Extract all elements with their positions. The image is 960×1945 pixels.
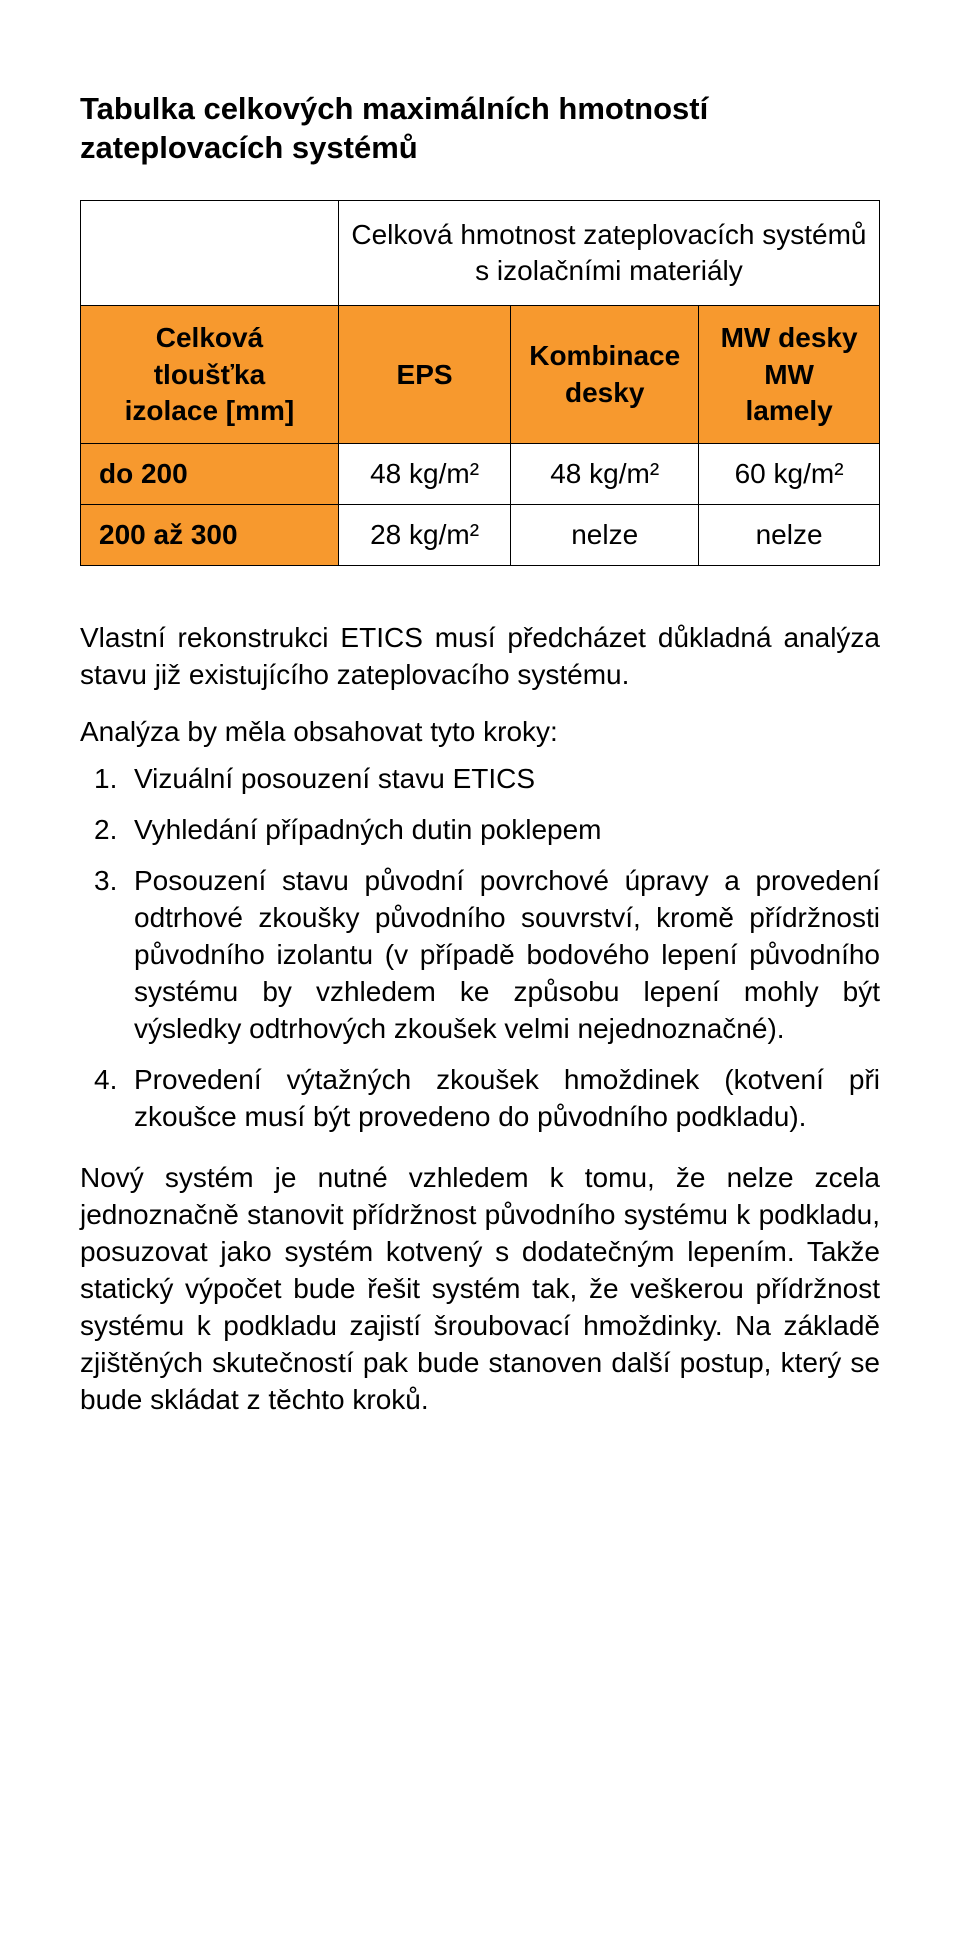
steps-list: 1.Vizuální posouzení stavu ETICS 2.Vyhle…	[80, 761, 880, 1136]
table-cell: nelze	[511, 505, 699, 566]
paragraph: Vlastní rekonstrukci ETICS musí předcház…	[80, 620, 880, 694]
table-row: Celková hmotnost zateplovacích systémů s…	[81, 200, 880, 306]
table-cell: 60 kg/m²	[699, 444, 880, 505]
table-row: Celková tloušťka izolace [mm] EPS Kombin…	[81, 306, 880, 444]
list-item: 1.Vizuální posouzení stavu ETICS	[80, 761, 880, 798]
table-span-header: Celková hmotnost zateplovacích systémů s…	[338, 200, 879, 306]
page-title: Tabulka celkových maximálních hmotností …	[80, 90, 880, 168]
table-cell: nelze	[699, 505, 880, 566]
table-row: do 200 48 kg/m² 48 kg/m² 60 kg/m²	[81, 444, 880, 505]
table-row-header: 200 až 300	[81, 505, 339, 566]
table-col-header: EPS	[338, 306, 510, 444]
weights-table: Celková hmotnost zateplovacích systémů s…	[80, 200, 880, 567]
table-row-header: do 200	[81, 444, 339, 505]
table-row: 200 až 300 28 kg/m² nelze nelze	[81, 505, 880, 566]
table-cell: 48 kg/m²	[338, 444, 510, 505]
paragraph: Analýza by měla obsahovat tyto kroky:	[80, 714, 880, 751]
table-cell: 48 kg/m²	[511, 444, 699, 505]
table-col-header: Kombinace desky	[511, 306, 699, 444]
list-item: 2.Vyhledání případných dutin poklepem	[80, 812, 880, 849]
table-cell: 28 kg/m²	[338, 505, 510, 566]
paragraph: Nový systém je nutné vzhledem k tomu, že…	[80, 1160, 880, 1419]
table-col-header: MW desky MW lamely	[699, 306, 880, 444]
list-item: 4.Provedení výtažných zkoušek hmoždinek …	[80, 1062, 880, 1136]
table-col-header: Celková tloušťka izolace [mm]	[81, 306, 339, 444]
table-empty-cell	[81, 200, 339, 306]
list-item: 3.Posouzení stavu původní povrchové úpra…	[80, 863, 880, 1048]
document-page: Tabulka celkových maximálních hmotností …	[0, 0, 960, 1479]
